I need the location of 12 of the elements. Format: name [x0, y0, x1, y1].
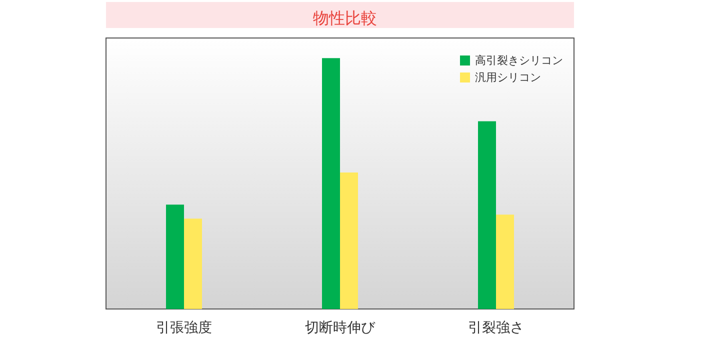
x-tick-label: 引張強度	[156, 320, 212, 336]
bar	[184, 218, 202, 309]
x-tick-label: 切断時伸び	[305, 320, 376, 336]
bar	[166, 204, 184, 309]
bar	[496, 214, 514, 309]
x-tick-label: 引裂強さ	[468, 320, 524, 336]
legend-label: 汎用シリコン	[475, 71, 541, 84]
bar	[478, 121, 496, 309]
chart-title: 物性比較	[313, 8, 377, 28]
bar	[322, 58, 340, 309]
legend-label: 高引裂きシリコン	[475, 54, 563, 67]
bar	[340, 172, 358, 309]
